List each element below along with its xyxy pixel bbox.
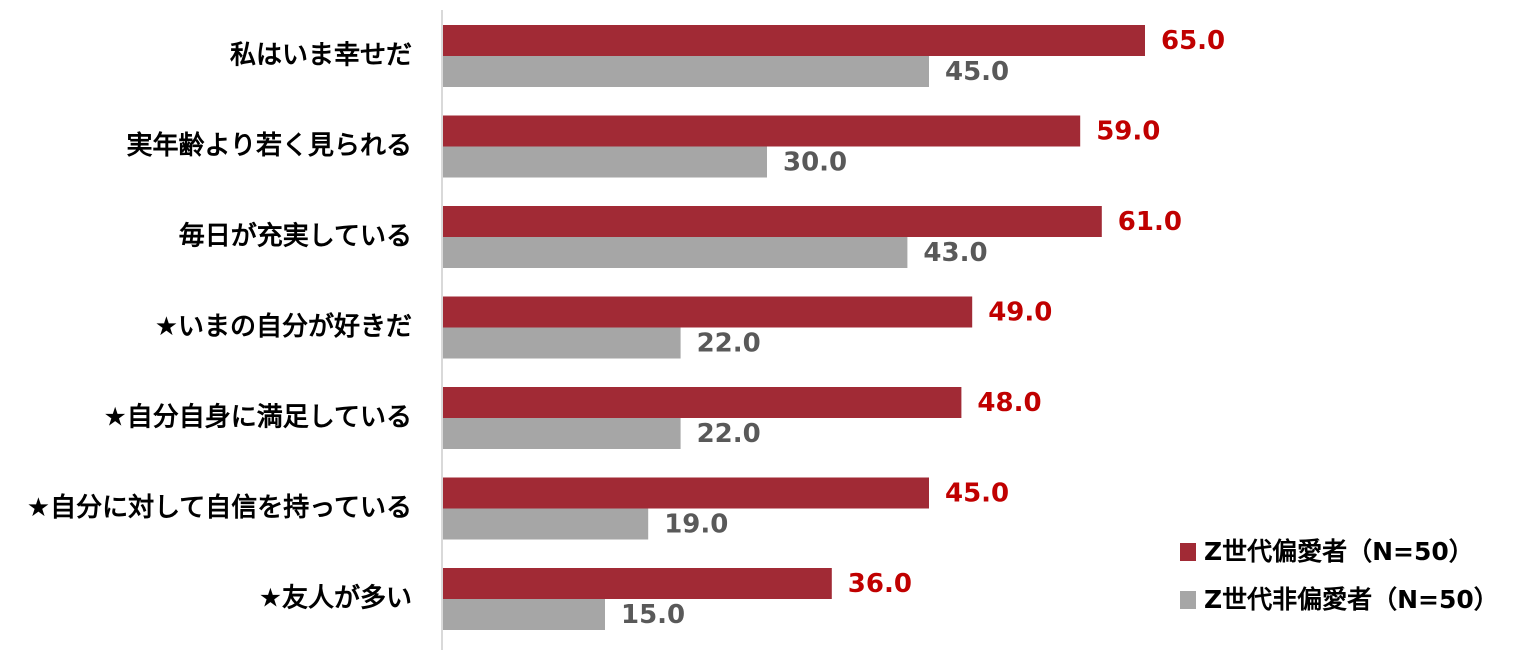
- category-label: ★自分自身に満足している: [103, 402, 412, 433]
- value-label-series-1: 36.0: [848, 569, 912, 599]
- value-label-series-2: 45.0: [945, 57, 1009, 87]
- bar-series-2: [443, 146, 767, 178]
- bar-series-2: [443, 327, 681, 359]
- legend-label-series-2: Z世代非偏愛者（N=50）: [1204, 585, 1499, 614]
- bar-series-1: [443, 115, 1081, 147]
- category-label: ★いまの自分が好きだ: [155, 311, 412, 342]
- value-label-series-2: 22.0: [697, 329, 761, 359]
- bar-series-2: [443, 237, 908, 268]
- bars: [443, 25, 1145, 630]
- value-label-series-2: 19.0: [664, 510, 728, 540]
- bar-series-2: [443, 508, 649, 540]
- value-label-series-1: 61.0: [1118, 207, 1182, 237]
- bar-series-2: [443, 599, 605, 630]
- value-label-series-2: 22.0: [697, 419, 761, 449]
- category-label: ★自分に対して自信を持っている: [27, 492, 412, 523]
- value-label-series-2: 30.0: [783, 148, 847, 178]
- value-labels: 65.0 45.0 59.0 30.0 61.0 43.049.0 22.0 48.0 22.0…: [621, 26, 1225, 630]
- bar-series-1: [443, 296, 973, 328]
- bar-series-2: [443, 418, 681, 449]
- value-label-series-1: 45.0: [945, 479, 1009, 509]
- category-label: 私はいま幸せだ: [230, 41, 412, 71]
- bar-series-1: [443, 477, 929, 509]
- category-label: 毎日が充実している: [179, 221, 412, 252]
- legend-label-series-1: Z世代偏愛者（N=50）: [1204, 537, 1474, 566]
- value-label-series-2: 43.0: [923, 238, 987, 268]
- value-label-series-1: 48.0: [977, 388, 1041, 418]
- bar-series-1: [443, 568, 832, 599]
- value-label-series-1: 65.0: [1161, 26, 1225, 56]
- legend-swatch-series-2: [1180, 591, 1196, 609]
- bar-series-2: [443, 56, 929, 87]
- bar-series-1: [443, 206, 1102, 237]
- category-label: ★友人が多い: [259, 583, 412, 614]
- legend-swatch-series-1: [1180, 543, 1196, 561]
- category-label: 実年齢より若く見られる: [127, 130, 412, 161]
- bar-series-1: [443, 25, 1145, 56]
- value-label-series-2: 15.0: [621, 600, 685, 630]
- value-label-series-1: 49.0: [988, 298, 1052, 328]
- bar-series-1: [443, 387, 962, 418]
- value-label-series-1: 59.0: [1096, 117, 1160, 147]
- legend: Z世代偏愛者（N=50） Z世代非偏愛者（N=50）: [1180, 537, 1499, 614]
